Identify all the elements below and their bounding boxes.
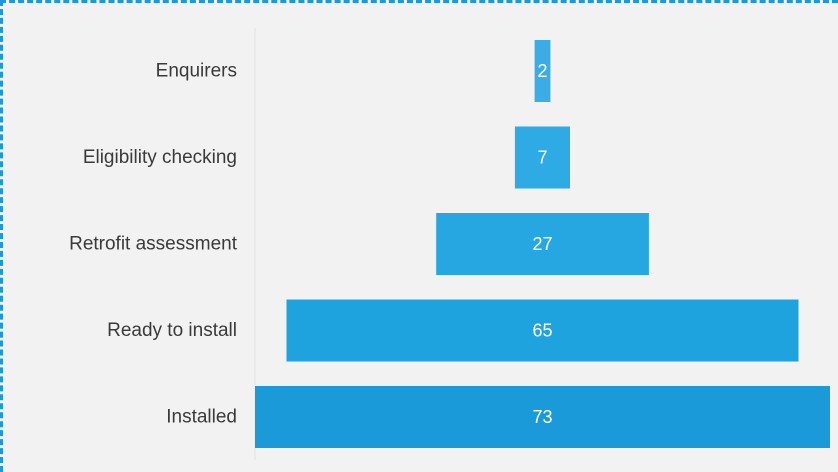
value-label-enquirers: 2 (537, 61, 547, 81)
value-label-retrofit-assessment: 27 (532, 234, 552, 254)
bar-retrofit-assessment (436, 213, 649, 275)
category-label-eligibility-checking: Eligibility checking (83, 147, 237, 168)
category-label-ready-to-install: Ready to install (107, 320, 237, 341)
bar-enquirers (534, 40, 551, 102)
value-label-ready-to-install: 65 (532, 321, 552, 341)
value-label-eligibility-checking: 7 (537, 148, 547, 168)
category-label-retrofit-assessment: Retrofit assessment (69, 234, 238, 255)
labels-layer: Enquirers 2 Eligibility checking 7 Retrofit … (69, 61, 552, 428)
bar-installed (255, 386, 830, 448)
category-label-enquirers: Enquirers (156, 61, 237, 82)
value-label-installed: 73 (532, 407, 552, 427)
category-label-installed: Installed (166, 407, 237, 428)
bar-ready-to-install (286, 299, 799, 362)
bars-layer (255, 40, 830, 448)
bar-eligibility-checking (514, 126, 570, 189)
